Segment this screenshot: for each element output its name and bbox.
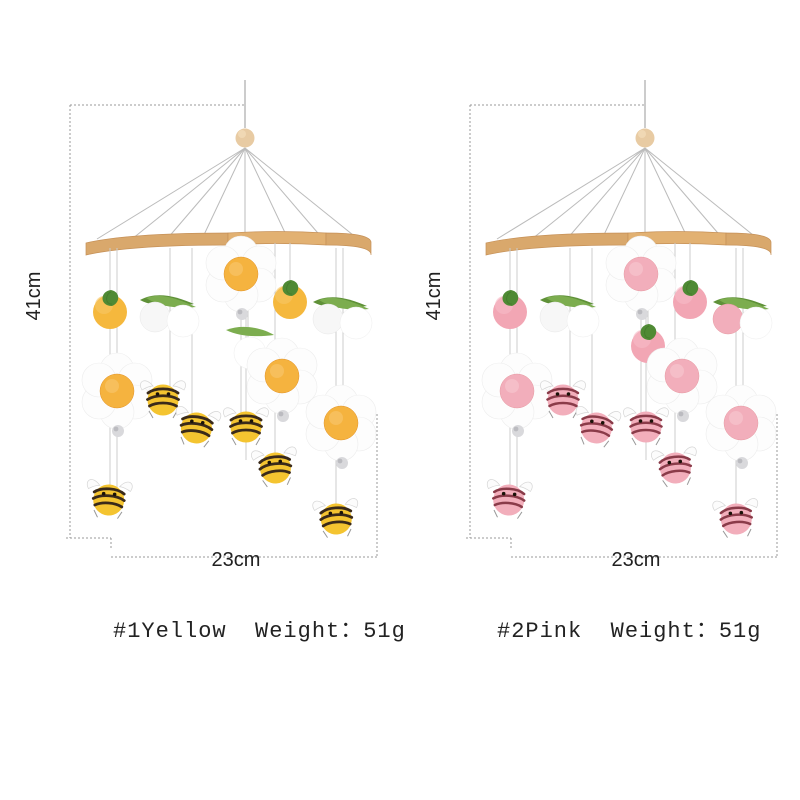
- svg-text:41cm: 41cm: [423, 272, 445, 321]
- svg-text:23cm: 23cm: [212, 549, 261, 571]
- svg-text:23cm: 23cm: [612, 549, 661, 571]
- svg-text:41cm: 41cm: [23, 272, 45, 321]
